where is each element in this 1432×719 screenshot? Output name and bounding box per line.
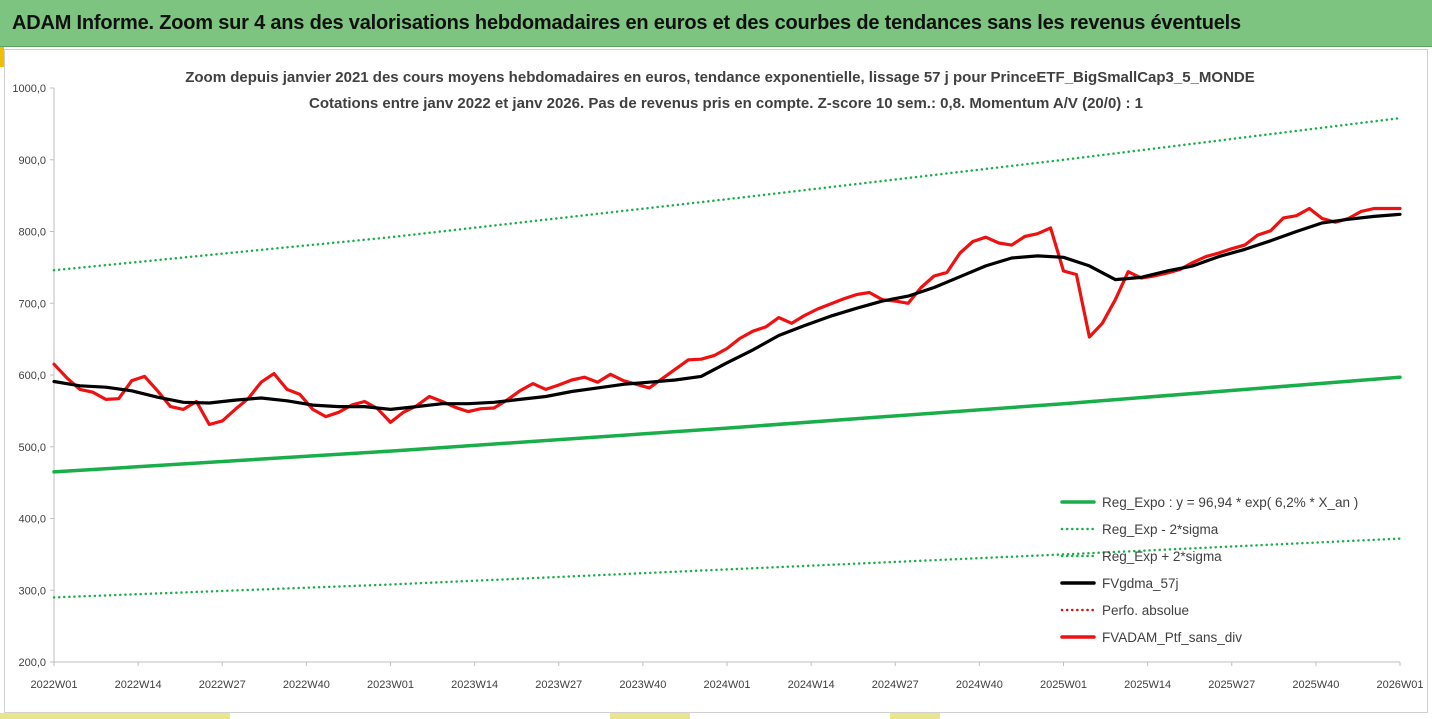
y-tick-label: 200,0 (18, 657, 46, 669)
x-tick-label: 2022W01 (30, 679, 77, 691)
reg-expo-line (52, 375, 1402, 474)
legend-fvgdma-label: FVgdma_57j (1102, 576, 1179, 591)
bottom-strip (0, 713, 1432, 719)
x-tick-label: 2024W01 (703, 679, 750, 691)
legend-reg-minus-label: Reg_Exp - 2*sigma (1102, 522, 1219, 537)
x-tick-label: 2022W27 (199, 679, 246, 691)
x-tick-label: 2025W40 (1292, 679, 1339, 691)
x-tick-label: 2023W01 (367, 679, 414, 691)
y-tick-label: 800,0 (18, 227, 46, 239)
x-tick-label: 2022W14 (115, 679, 162, 691)
legend-perfo-label: Perfo. absolue (1102, 603, 1189, 618)
bottom-accent-left (0, 713, 230, 719)
accent-stripe (0, 47, 4, 67)
header-bar: ADAM Informe. Zoom sur 4 ans des valoris… (0, 0, 1432, 47)
x-tick-label: 2022W40 (283, 679, 330, 691)
chart-legend: Reg_Expo : y = 96,94 * exp( 6,2% * X_an … (1060, 495, 1358, 645)
reg-plus-2sigma-line (52, 116, 1402, 272)
x-tick-label: 2025W27 (1208, 679, 1255, 691)
legend-reg-expo-label: Reg_Expo : y = 96,94 * exp( 6,2% * X_an … (1102, 495, 1358, 510)
chart-title: Zoom depuis janvier 2021 des cours moyen… (185, 69, 1255, 86)
y-tick-label: 700,0 (18, 298, 46, 310)
y-tick-label: 300,0 (18, 585, 46, 597)
chart-axes: 200,0 300,0 400,0 500,0 600,0 700,0 800,0 900,0… (12, 83, 1423, 691)
plot-area (52, 116, 1402, 599)
chart-subtitle: Cotations entre janv 2022 et janv 2026. … (309, 95, 1143, 112)
y-tick-label: 1000,0 (12, 83, 46, 95)
y-tick-label: 500,0 (18, 442, 46, 454)
legend-reg-plus-label: Reg_Exp + 2*sigma (1102, 549, 1222, 564)
x-tick-label: 2023W14 (451, 679, 498, 691)
x-tick-label: 2024W27 (872, 679, 919, 691)
x-tick-label: 2025W14 (1124, 679, 1171, 691)
x-tick-label: 2023W27 (535, 679, 582, 691)
page-title: ADAM Informe. Zoom sur 4 ans des valoris… (12, 12, 1241, 34)
chart-frame (4, 49, 1428, 713)
bottom-accent-mid (610, 713, 690, 719)
x-tick-label: 2026W01 (1376, 679, 1423, 691)
x-tick-label: 2024W40 (956, 679, 1003, 691)
y-tick-label: 600,0 (18, 370, 46, 382)
y-tick-label: 400,0 (18, 514, 46, 526)
fvgdma-57j-line (52, 212, 1402, 411)
bottom-accent-right (890, 713, 940, 719)
y-tick-label: 900,0 (18, 155, 46, 167)
reg-minus-2sigma-line (52, 537, 1402, 599)
legend-fvadam-label: FVADAM_Ptf_sans_div (1102, 630, 1242, 645)
x-tick-label: 2024W14 (788, 679, 835, 691)
x-tick-label: 2025W01 (1040, 679, 1087, 691)
x-tick-label: 2023W40 (619, 679, 666, 691)
